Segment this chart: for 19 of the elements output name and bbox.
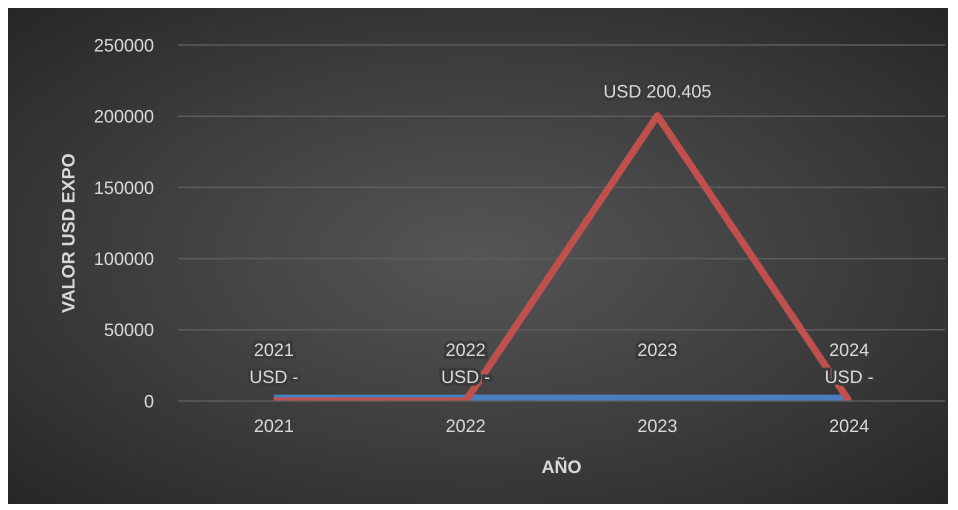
x-tick-label: 2021 <box>254 416 294 436</box>
x-axis-title: AÑO <box>542 456 582 477</box>
y-tick-label: 50000 <box>104 320 154 340</box>
data-label: 2021 <box>254 340 294 360</box>
data-label: USD 200.405 <box>603 82 712 102</box>
x-tick-label: 2023 <box>637 416 678 436</box>
x-tick-label: 2022 <box>446 416 486 436</box>
data-label: USD - <box>441 367 490 387</box>
data-label: 2022 <box>446 340 486 360</box>
y-tick-label: 150000 <box>94 178 154 198</box>
data-label: 2024 <box>829 340 870 360</box>
data-label: USD - <box>249 367 298 387</box>
y-tick-label: 0 <box>144 391 154 412</box>
x-tick-label: 2024 <box>829 416 870 436</box>
y-tick-label: 100000 <box>94 248 154 269</box>
y-axis-title: VALOR USD EXPO <box>58 153 78 313</box>
y-tick-label: 200000 <box>94 106 154 127</box>
data-label: 2023 <box>637 340 678 360</box>
y-tick-label: 250000 <box>94 35 154 56</box>
